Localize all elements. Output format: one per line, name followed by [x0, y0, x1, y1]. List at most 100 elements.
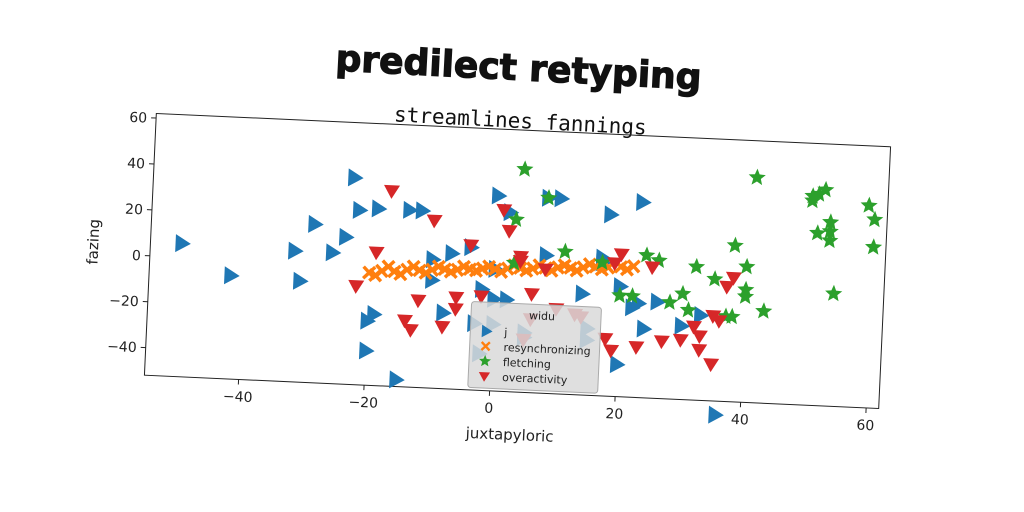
data-point: [711, 314, 728, 329]
data-point: [653, 335, 670, 350]
data-point: [825, 284, 843, 302]
data-point: [623, 287, 641, 304]
data-point: [607, 257, 624, 272]
legend-title: widu: [529, 309, 556, 323]
data-point: [338, 227, 355, 246]
data-point: [636, 319, 653, 338]
legend-marker: [479, 354, 492, 367]
data-point: [725, 271, 742, 286]
data-point: [368, 268, 383, 283]
data-point: [393, 266, 408, 282]
x-tick-label: −40: [223, 389, 253, 406]
data-point: [691, 343, 708, 358]
legend-label: fletching: [503, 356, 552, 371]
x-tick-label: 60: [856, 418, 875, 435]
data-point: [501, 224, 518, 239]
plot-frame: [143, 112, 892, 410]
y-tick-label: −20: [109, 293, 139, 310]
data-point: [512, 255, 529, 270]
data-point: [447, 302, 464, 317]
data-point: [494, 264, 509, 279]
data-point: [679, 301, 697, 318]
data-point: [556, 242, 574, 260]
data-point: [597, 332, 614, 347]
data-point: [628, 340, 645, 355]
data-point: [406, 259, 421, 274]
y-tick-label: 60: [129, 110, 148, 127]
data-point: [292, 271, 309, 290]
data-point: [481, 259, 497, 274]
data-point: [748, 168, 766, 186]
data-point: [626, 259, 641, 274]
data-point: [557, 258, 572, 273]
series-fletching: [505, 160, 884, 325]
data-point: [448, 291, 465, 306]
data-point: [644, 261, 661, 276]
data-point: [821, 231, 839, 249]
data-point: [443, 264, 459, 279]
data-point: [661, 293, 679, 310]
data-point: [224, 266, 240, 285]
data-point: [381, 259, 396, 274]
data-point: [866, 210, 884, 228]
data-point: [638, 246, 656, 263]
data-point: [719, 280, 736, 295]
data-point: [507, 210, 525, 228]
data-point: [288, 241, 304, 260]
y-tick-label: −40: [107, 339, 137, 356]
data-point: [516, 160, 534, 177]
data-point: [821, 222, 839, 239]
x-tick-label: 20: [605, 406, 624, 423]
data-point: [418, 265, 433, 281]
data-point: [674, 284, 692, 302]
data-point: [426, 214, 443, 229]
data-point: [706, 270, 724, 287]
data-point: [434, 320, 451, 335]
data-point: [809, 224, 827, 241]
data-point: [425, 262, 440, 277]
y-axis-label: fazing: [83, 219, 103, 265]
data-point: [425, 250, 442, 269]
data-point: [708, 405, 724, 424]
main-title: predilect retyping: [335, 38, 703, 98]
legend: widu j resynchronizingfletchingoveractivi…: [467, 301, 602, 394]
data-point: [384, 184, 401, 199]
data-point: [352, 200, 369, 219]
data-point: [519, 263, 534, 278]
data-point: [691, 330, 708, 344]
legend-label: j: [503, 326, 508, 339]
data-point: [403, 200, 419, 219]
data-point: [397, 314, 414, 329]
data-point: [604, 205, 620, 224]
data-point: [389, 370, 405, 389]
data-point: [325, 243, 342, 262]
data-point: [415, 201, 432, 220]
x-tick-label: 40: [731, 412, 750, 429]
y-tick-label: 0: [132, 248, 142, 264]
data-point: [456, 259, 471, 274]
legend-marker: [480, 341, 491, 352]
data-point: [496, 203, 513, 218]
data-point: [505, 254, 523, 271]
data-point: [308, 214, 324, 233]
data-point: [576, 260, 591, 275]
data-point: [554, 189, 571, 208]
data-point: [593, 253, 612, 271]
data-point: [402, 323, 419, 338]
data-point: [810, 185, 828, 202]
data-point: [613, 277, 630, 296]
data-point: [822, 213, 840, 230]
data-marks: [175, 160, 884, 424]
data-point: [463, 239, 480, 254]
data-point: [445, 244, 461, 263]
data-point: [569, 263, 585, 278]
data-point: [491, 186, 508, 205]
data-point: [358, 341, 375, 360]
legend-marker: [478, 371, 491, 382]
legend-marker: [481, 324, 493, 338]
legend-label: resynchronizing: [503, 341, 591, 358]
x-tick-label: 0: [484, 401, 494, 417]
